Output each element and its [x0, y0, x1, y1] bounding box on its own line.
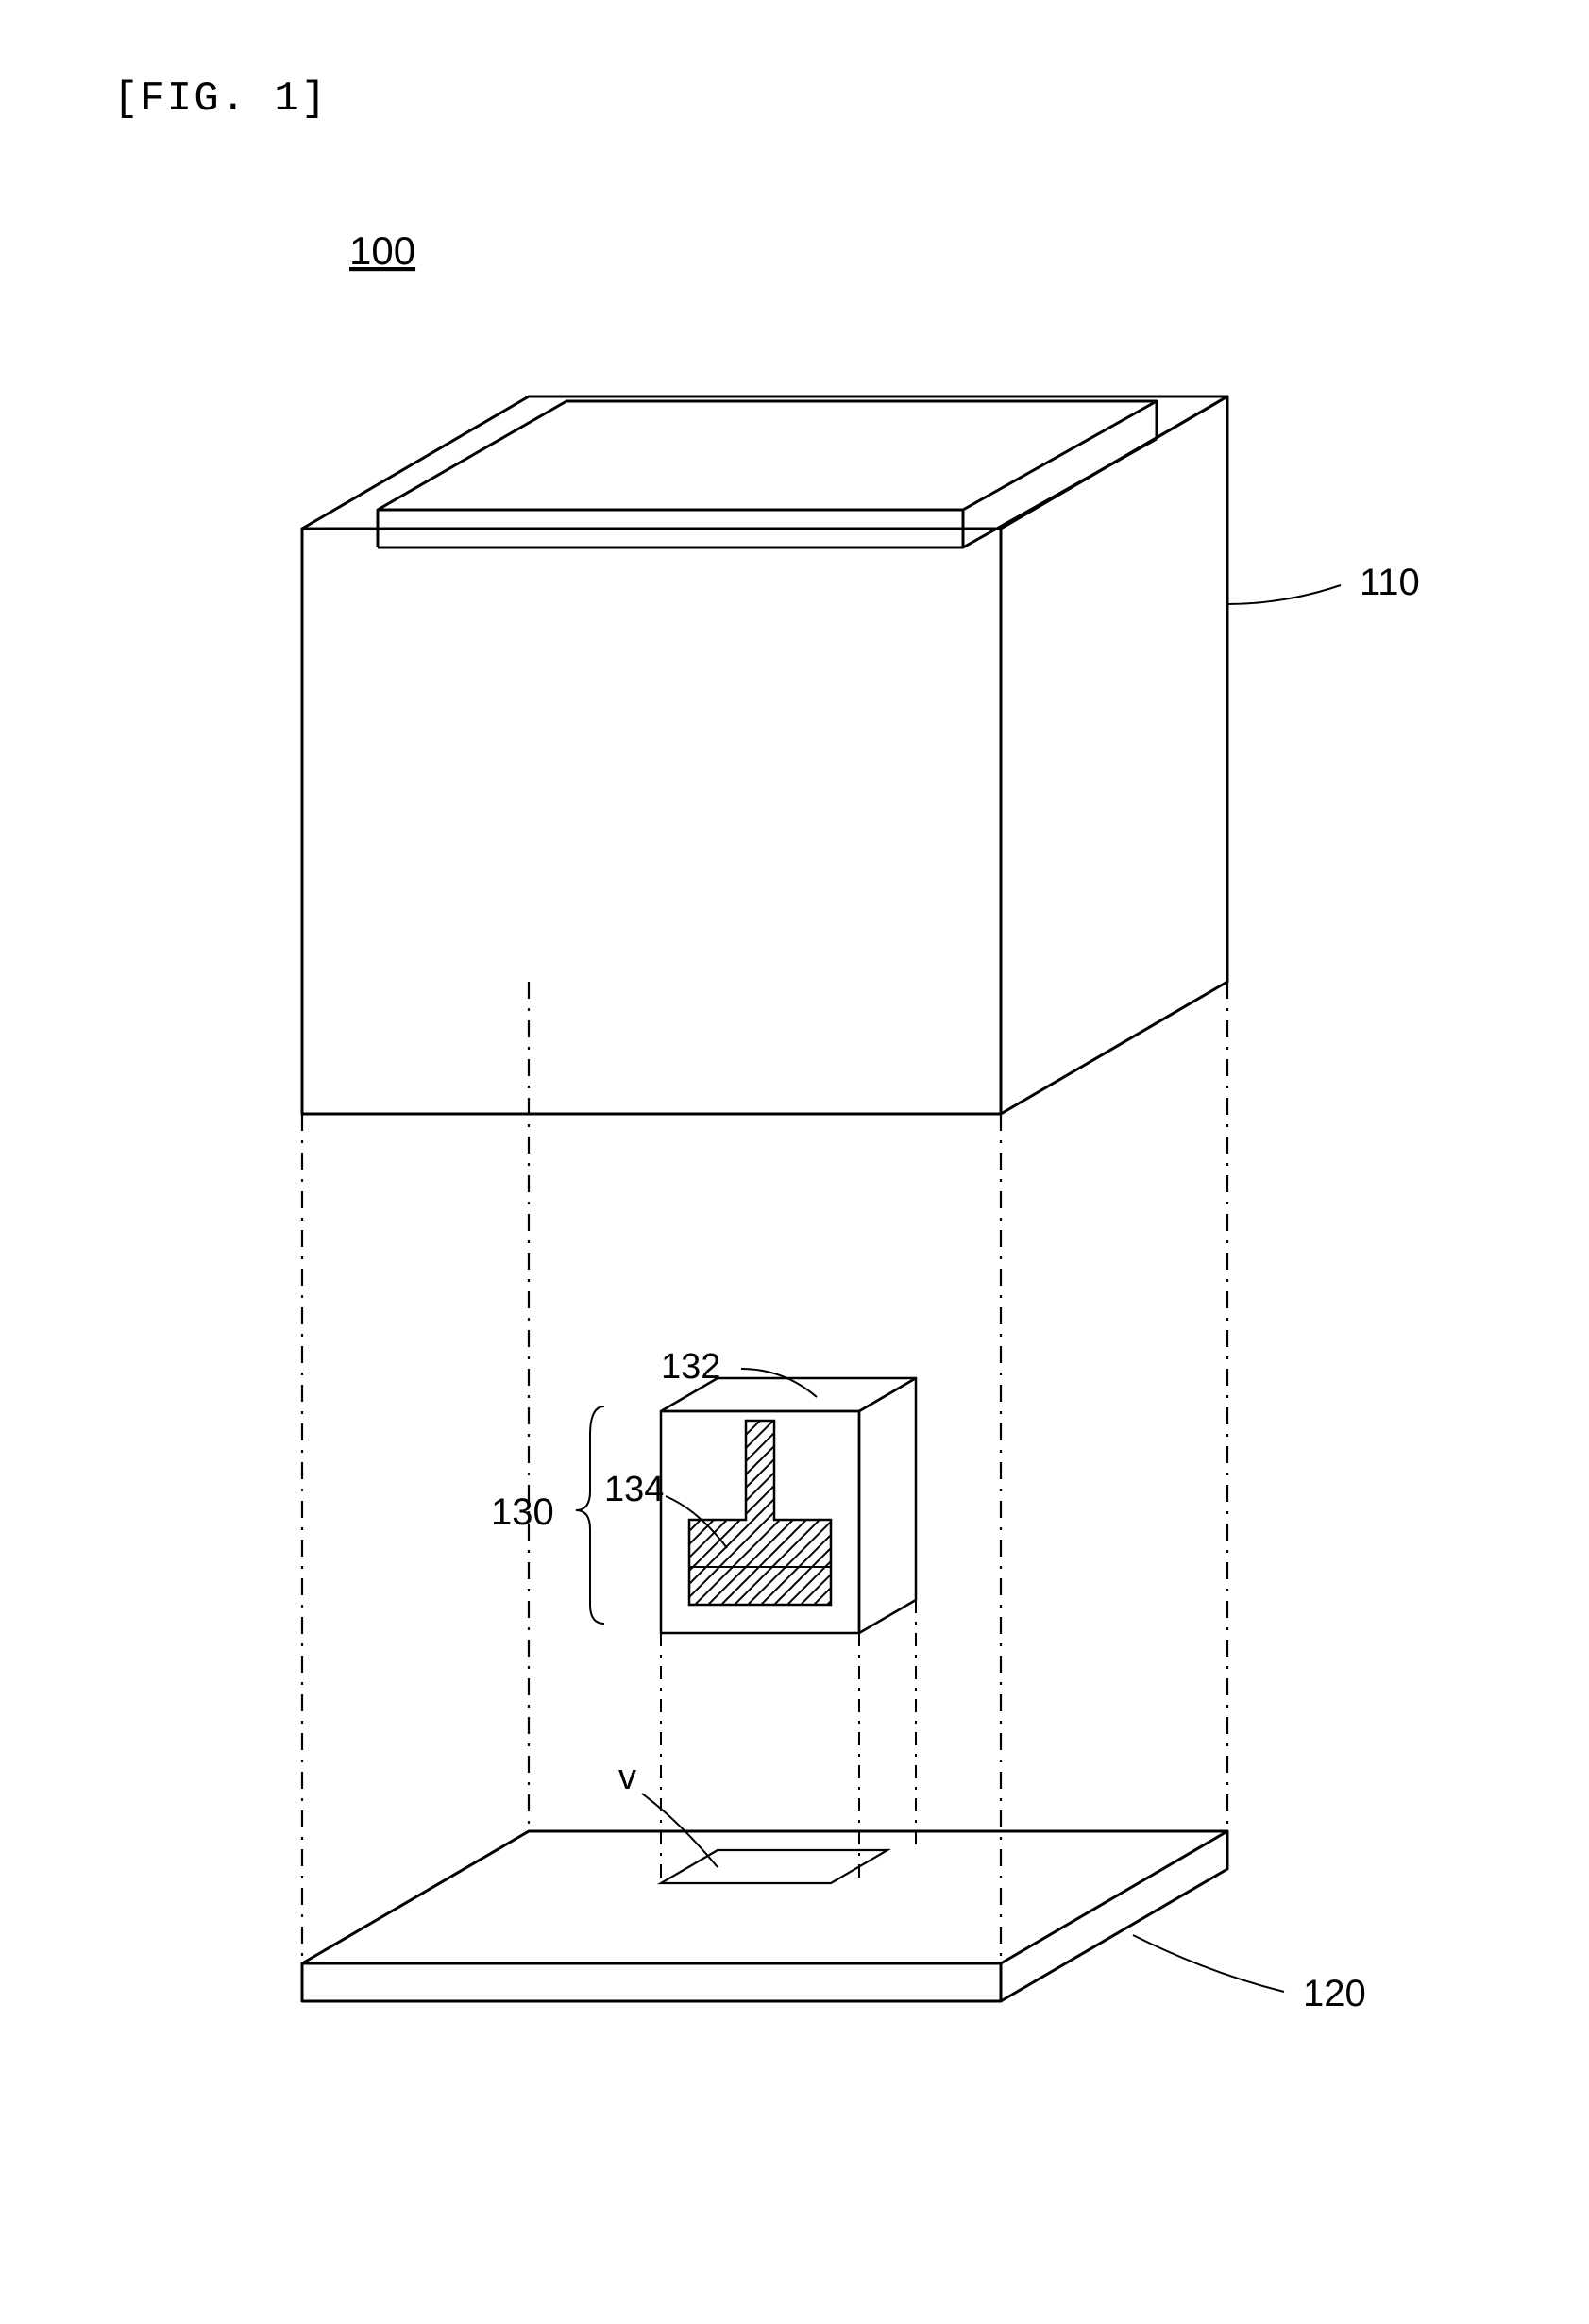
figure-svg: 100 110 — [0, 0, 1589, 2324]
label-132: 132 — [661, 1347, 720, 1387]
void-v — [661, 1850, 887, 1883]
assembly-ref: 100 — [349, 228, 415, 273]
leader-132 — [741, 1369, 817, 1397]
label-120: 120 — [1303, 1973, 1366, 2014]
label-110: 110 — [1360, 562, 1420, 603]
leader-110 — [1227, 585, 1341, 604]
label-134: 134 — [604, 1470, 664, 1509]
insert-inner-134 — [689, 1421, 831, 1605]
label-v: v — [618, 1758, 636, 1797]
page: [FIG. 1] 100 110 — [0, 0, 1589, 2324]
leaders-130-group — [576, 1406, 604, 1624]
leader-120 — [1133, 1935, 1284, 1992]
housing-110 — [302, 396, 1227, 1114]
insert-projection — [661, 1600, 916, 1878]
base-plate-120 — [302, 1831, 1227, 2001]
label-130: 130 — [491, 1491, 554, 1533]
